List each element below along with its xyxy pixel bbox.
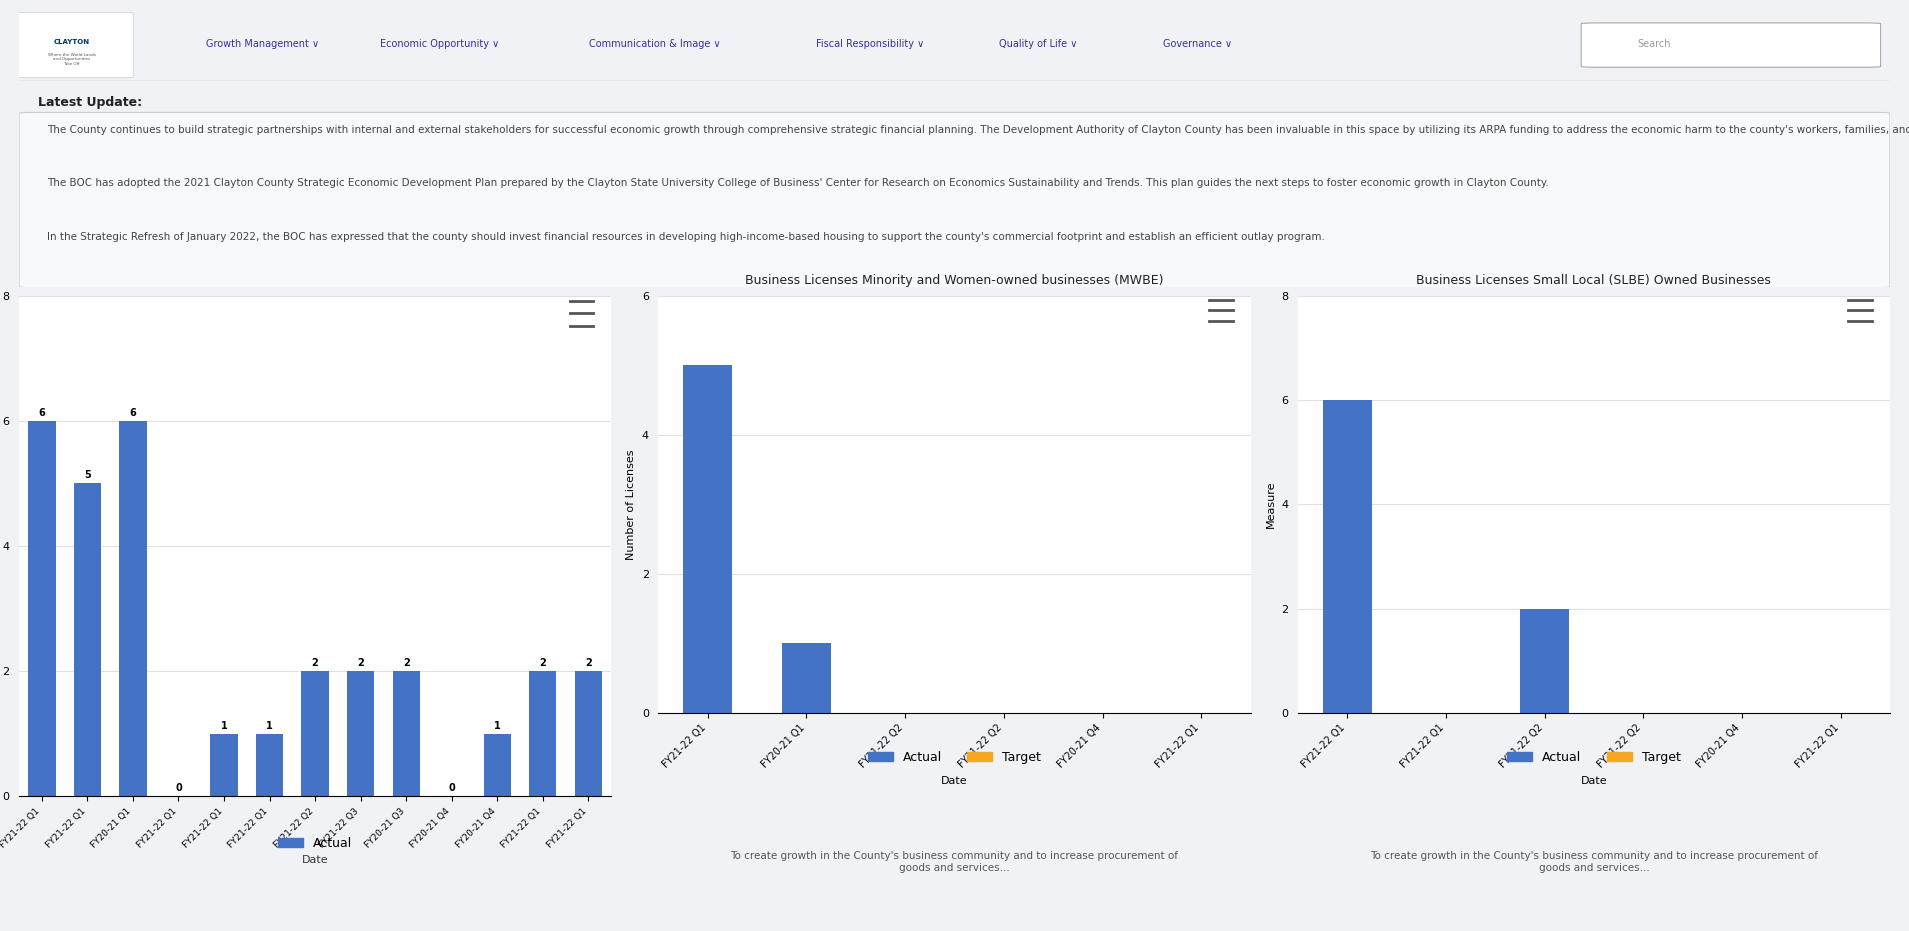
- Bar: [74, 483, 101, 796]
- Text: 2: 2: [584, 658, 592, 668]
- Text: 2: 2: [311, 658, 319, 668]
- Bar: [256, 734, 283, 796]
- Bar: [575, 671, 601, 796]
- Legend: Actual: Actual: [273, 832, 357, 855]
- Bar: [393, 671, 420, 796]
- Bar: [1520, 609, 1569, 713]
- Text: 0: 0: [449, 783, 454, 793]
- Text: 2: 2: [540, 658, 546, 668]
- Bar: [118, 421, 147, 796]
- Text: 0: 0: [176, 783, 181, 793]
- Legend: Actual, Target: Actual, Target: [863, 747, 1046, 769]
- Text: To create growth in the County's business community and to increase procurement : To create growth in the County's busines…: [731, 851, 1178, 873]
- Text: 6: 6: [130, 408, 136, 418]
- Text: Economic Opportunity ∨: Economic Opportunity ∨: [380, 39, 500, 48]
- Bar: [347, 671, 374, 796]
- X-axis label: Date: Date: [302, 855, 328, 865]
- Bar: [783, 643, 830, 713]
- Bar: [483, 734, 512, 796]
- X-axis label: Date: Date: [1581, 776, 1607, 786]
- Bar: [1323, 400, 1373, 713]
- Text: Search: Search: [1638, 39, 1670, 48]
- Text: The BOC has adopted the 2021 Clayton County Strategic Economic Development Plan : The BOC has adopted the 2021 Clayton Cou…: [48, 179, 1548, 188]
- Text: The County continues to build strategic partnerships with internal and external : The County continues to build strategic …: [48, 126, 1909, 135]
- Text: In the Strategic Refresh of January 2022, the BOC has expressed that the county : In the Strategic Refresh of January 2022…: [48, 232, 1325, 241]
- Y-axis label: Measure: Measure: [1266, 480, 1275, 528]
- Text: Growth Management ∨: Growth Management ∨: [206, 39, 319, 48]
- FancyBboxPatch shape: [11, 12, 134, 77]
- Bar: [529, 671, 556, 796]
- Text: To create growth in the County's business community and to increase procurement : To create growth in the County's busines…: [1371, 851, 1817, 873]
- X-axis label: Date: Date: [941, 776, 968, 786]
- Bar: [210, 734, 239, 796]
- Bar: [302, 671, 328, 796]
- Legend: Actual, Target: Actual, Target: [1502, 747, 1686, 769]
- Text: 1: 1: [221, 721, 227, 731]
- Bar: [29, 421, 55, 796]
- Text: Latest Update:: Latest Update:: [38, 96, 141, 109]
- Text: 1: 1: [494, 721, 500, 731]
- FancyBboxPatch shape: [1581, 23, 1880, 67]
- Text: Quality of Life ∨: Quality of Life ∨: [1000, 39, 1079, 48]
- Text: 5: 5: [84, 470, 92, 480]
- Bar: [683, 365, 733, 713]
- Text: Governance ∨: Governance ∨: [1163, 39, 1233, 48]
- FancyBboxPatch shape: [19, 113, 1890, 288]
- Title: Business Licenses Minority and Women-owned businesses (MWBE): Business Licenses Minority and Women-own…: [745, 275, 1164, 288]
- Title: Business Licenses Small Local (SLBE) Owned Businesses: Business Licenses Small Local (SLBE) Own…: [1416, 275, 1772, 288]
- Text: Where the World Lands
and Opportunities
Take Off: Where the World Lands and Opportunities …: [48, 53, 95, 66]
- Text: 6: 6: [38, 408, 46, 418]
- Text: CLAYTON: CLAYTON: [53, 38, 90, 45]
- Text: Fiscal Responsibility ∨: Fiscal Responsibility ∨: [817, 39, 924, 48]
- Text: 2: 2: [357, 658, 365, 668]
- Y-axis label: Number of Licenses: Number of Licenses: [626, 449, 636, 560]
- Text: Communication & Image ∨: Communication & Image ∨: [590, 39, 722, 48]
- Text: 2: 2: [403, 658, 410, 668]
- Text: 1: 1: [265, 721, 273, 731]
